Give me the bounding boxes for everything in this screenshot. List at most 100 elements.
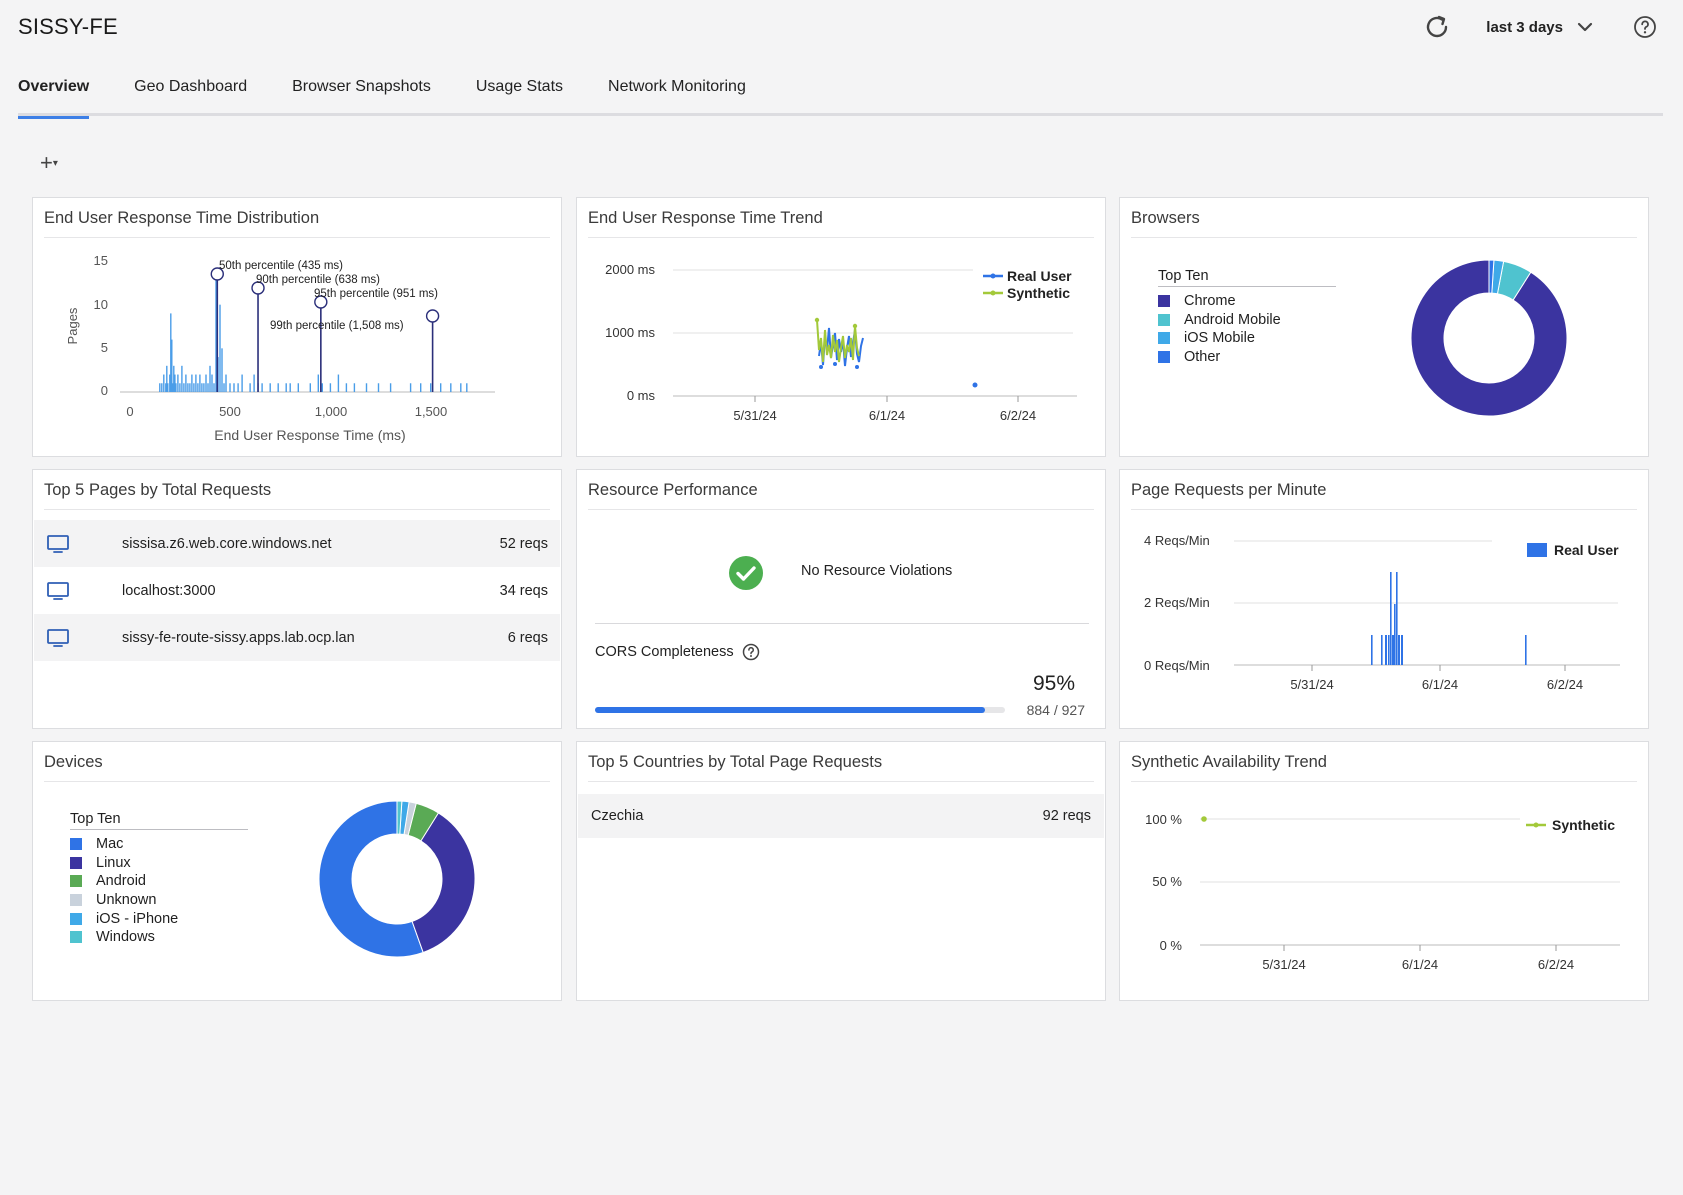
x-tick: 1,500 — [415, 404, 448, 419]
legend-swatch — [1158, 351, 1170, 364]
help-icon[interactable] — [1633, 15, 1657, 39]
histogram-bar — [209, 365, 211, 392]
legend-label: Chrome — [1184, 293, 1236, 310]
legend-real-user: Real User — [1007, 268, 1072, 284]
device-donut-chart — [318, 800, 476, 958]
percentile-label: 90th percentile (638 ms) — [256, 274, 380, 286]
time-range-select[interactable]: last 3 days — [1486, 18, 1563, 36]
histogram-bar — [237, 383, 239, 392]
legend-item[interactable]: Android Mobile — [1158, 311, 1281, 330]
browser-donut-chart — [1410, 259, 1568, 417]
trend-chart: 2000 ms 1000 ms 0 ms 5/31/24 6/1/24 6/2/… — [605, 262, 1077, 423]
x-tick: 5/31/24 — [1290, 677, 1333, 692]
histogram-bar — [199, 374, 201, 392]
histogram-bar — [317, 374, 319, 392]
histogram-bar — [213, 383, 215, 392]
percentile-label: 95th percentile (951 ms) — [314, 288, 438, 300]
histogram-bar — [163, 374, 165, 392]
histogram-bar — [175, 383, 177, 392]
y-tick: 0 ms — [627, 388, 656, 403]
table-row[interactable]: localhost:3000 34 reqs — [34, 567, 560, 614]
legend-item[interactable]: Android — [70, 872, 178, 891]
card-browsers: Browsers Top Ten Chrome Android Mobile i… — [1119, 197, 1649, 457]
histogram-bar — [197, 383, 199, 392]
check-circle-icon — [729, 556, 763, 590]
histogram-bar — [409, 383, 412, 392]
card-response-time-trend: End User Response Time Trend 2000 ms 100… — [576, 197, 1106, 457]
card-title: End User Response Time Trend — [588, 208, 1094, 238]
legend-item[interactable]: Unknown — [70, 891, 178, 910]
x-tick: 6/1/24 — [1422, 677, 1458, 692]
histogram-bar — [169, 374, 171, 392]
legend-label: Android — [96, 873, 146, 890]
card-title: End User Response Time Distribution — [44, 208, 550, 238]
percentile-marker[interactable] — [251, 281, 265, 295]
histogram-bar — [181, 365, 183, 392]
percentile-marker[interactable] — [425, 309, 440, 323]
legend-item[interactable]: iOS - iPhone — [70, 909, 178, 928]
plus-icon: + — [40, 150, 53, 175]
legend-swatch — [1158, 295, 1170, 308]
histogram-bar — [215, 269, 217, 392]
card-title: Page Requests per Minute — [1131, 480, 1637, 510]
histogram-bar — [241, 374, 243, 392]
tab-network-monitoring[interactable]: Network Monitoring — [608, 78, 746, 95]
histogram-bar — [211, 374, 213, 392]
histogram-bar — [167, 383, 169, 392]
histogram-bar — [221, 348, 223, 392]
cors-progress-fill — [595, 707, 985, 713]
y-tick: 2000 ms — [605, 262, 655, 277]
x-axis-label: End User Response Time (ms) — [214, 427, 405, 443]
help-icon[interactable] — [742, 643, 760, 661]
histogram-bar — [179, 383, 181, 392]
histogram-bar — [450, 383, 452, 392]
refresh-icon[interactable] — [1422, 12, 1452, 42]
donut-slice-linux[interactable] — [411, 812, 476, 954]
histogram-bar — [207, 383, 209, 392]
y-tick: 1000 ms — [605, 325, 655, 340]
x-tick: 6/1/24 — [869, 408, 905, 423]
legend-title: Top Ten — [70, 811, 248, 830]
tab-usage-stats[interactable]: Usage Stats — [475, 78, 564, 95]
histogram-bar — [165, 383, 167, 392]
legend-label: iOS Mobile — [1184, 330, 1255, 347]
legend-item[interactable]: Windows — [70, 928, 178, 947]
table-row[interactable]: sissisa.z6.web.core.windows.net 52 reqs — [34, 520, 560, 567]
legend-synthetic: Synthetic — [1552, 817, 1615, 833]
tab-overview[interactable]: Overview — [18, 72, 90, 119]
histogram-bar — [183, 383, 185, 392]
legend-item[interactable]: Chrome — [1158, 292, 1281, 311]
percentile-marker[interactable] — [210, 267, 224, 281]
donut-slice-other[interactable] — [1488, 259, 1495, 294]
legend-item[interactable]: Linux — [70, 854, 178, 873]
tab-geo-dashboard[interactable]: Geo Dashboard — [134, 78, 248, 95]
table-row[interactable]: Czechia 92 reqs — [578, 794, 1104, 838]
chevron-down-icon[interactable] — [1575, 17, 1595, 37]
donut-slice-chrome[interactable] — [1410, 259, 1568, 417]
legend-item[interactable]: iOS Mobile — [1158, 329, 1281, 348]
add-widget-button[interactable]: +▾ — [40, 152, 58, 175]
x-tick: 6/2/24 — [1538, 957, 1574, 972]
table-row[interactable]: sissy-fe-route-sissy.apps.lab.ocp.lan 6 … — [34, 614, 560, 661]
histogram-bar — [191, 374, 193, 392]
histogram-bar — [187, 383, 189, 392]
histogram-bar — [337, 374, 340, 392]
legend-item[interactable]: Mac — [70, 835, 178, 854]
histogram-bar — [159, 383, 161, 392]
percentile-marker[interactable] — [314, 295, 328, 309]
histogram-bar — [321, 383, 323, 392]
histogram-bar — [201, 383, 203, 392]
cors-progress-bar — [595, 707, 1005, 713]
legend-label: iOS - iPhone — [96, 910, 179, 927]
legend-item[interactable]: Other — [1158, 348, 1281, 367]
y-tick: 50 % — [1152, 874, 1182, 889]
donut-slice-windows[interactable] — [396, 800, 403, 835]
y-axis-label: Pages — [65, 307, 80, 344]
legend-real-user: Real User — [1554, 542, 1619, 558]
monitor-icon — [47, 628, 69, 647]
donut-slice-mac[interactable] — [318, 800, 424, 958]
card-resource-performance: Resource Performance No Resource Violati… — [576, 469, 1106, 729]
tab-browser-snapshots[interactable]: Browser Snapshots — [292, 78, 431, 95]
histogram-bar — [193, 383, 195, 392]
legend-swatch — [70, 931, 82, 944]
